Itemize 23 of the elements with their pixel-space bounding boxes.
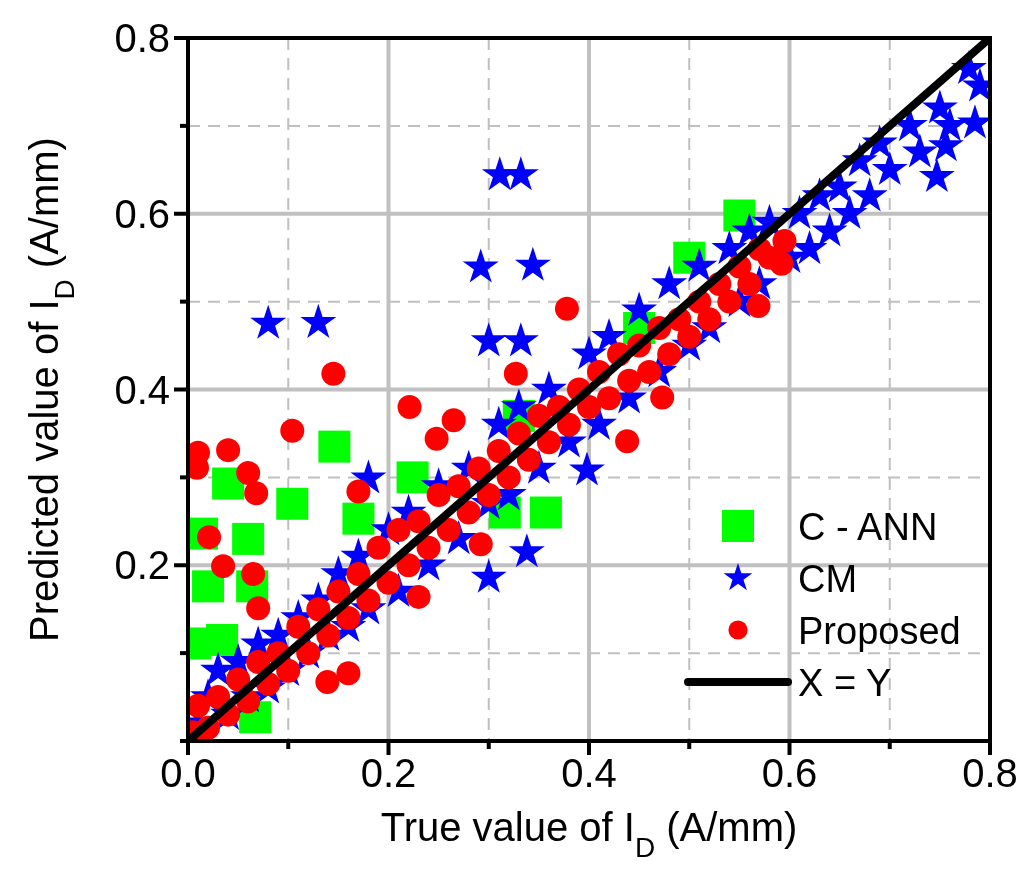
y-tick-label: 0.4 [114, 367, 170, 412]
point [396, 461, 429, 494]
legend-label: Proposed [798, 610, 961, 652]
point [342, 502, 375, 535]
x-tick-label: 0.0 [160, 751, 216, 795]
legend-label: C - ANN [798, 506, 938, 548]
legend-label: CM [798, 558, 858, 600]
point [206, 623, 239, 656]
point [232, 522, 265, 555]
x-tick-label: 0.8 [962, 751, 1018, 795]
point [276, 487, 309, 520]
x-tick-label: 0.6 [761, 751, 818, 795]
point [212, 467, 245, 500]
x-tick-label: 0.2 [360, 751, 417, 795]
y-tick-label: 0.2 [114, 543, 170, 588]
legend-label: X = Y [798, 662, 892, 704]
x-axis-title: True value of I$_{D}$ (A/mm) [380, 805, 798, 863]
point [529, 496, 562, 529]
point [192, 570, 225, 603]
y-tick-label: 0.8 [114, 16, 170, 60]
y-tick-label: 0.6 [114, 191, 170, 236]
x-tick-label: 0.4 [561, 751, 617, 795]
point [318, 430, 351, 463]
